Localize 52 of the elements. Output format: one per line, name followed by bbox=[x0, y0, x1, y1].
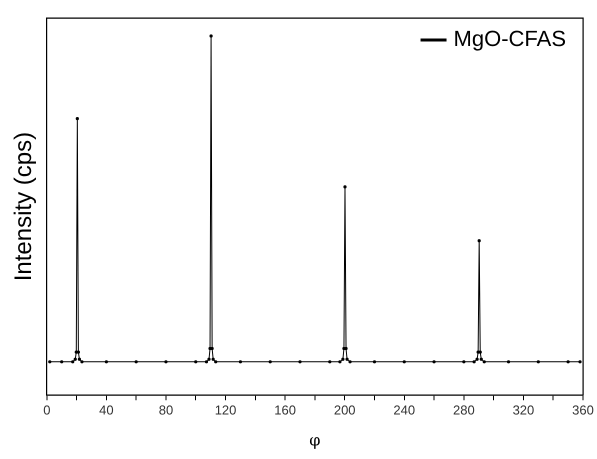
point bbox=[566, 360, 570, 364]
point bbox=[210, 346, 214, 350]
point bbox=[60, 360, 64, 364]
y-axis-title: Intensity (cps) bbox=[10, 132, 38, 282]
x-axis-title: φ bbox=[309, 430, 320, 450]
point bbox=[48, 360, 52, 364]
point bbox=[536, 360, 540, 364]
point bbox=[298, 360, 302, 364]
point bbox=[472, 360, 476, 364]
point bbox=[104, 360, 108, 364]
point bbox=[402, 360, 406, 364]
point bbox=[482, 360, 486, 364]
point bbox=[238, 360, 242, 364]
x-tick-label: 0 bbox=[43, 402, 50, 418]
point bbox=[71, 360, 74, 364]
x-tick-label: 40 bbox=[99, 402, 114, 418]
point bbox=[341, 358, 344, 361]
point bbox=[506, 360, 510, 364]
legend-label: MgO-CFAS bbox=[454, 26, 566, 52]
x-tick-label: 240 bbox=[393, 402, 416, 418]
point bbox=[338, 360, 342, 364]
x-tick-label: 200 bbox=[334, 402, 356, 418]
point bbox=[214, 360, 218, 364]
x-tick-label: 360 bbox=[572, 402, 594, 418]
point bbox=[76, 116, 79, 120]
point bbox=[164, 360, 168, 364]
point bbox=[194, 360, 198, 364]
point bbox=[207, 358, 211, 361]
point bbox=[204, 360, 208, 364]
point bbox=[345, 358, 349, 361]
point bbox=[462, 360, 466, 364]
point bbox=[432, 360, 436, 364]
point bbox=[328, 360, 332, 364]
point bbox=[209, 34, 213, 38]
point bbox=[134, 360, 138, 364]
x-tick-label: 160 bbox=[274, 402, 296, 418]
x-tick-label: 320 bbox=[512, 402, 534, 418]
point bbox=[343, 185, 347, 188]
point bbox=[74, 358, 77, 361]
x-tick-label: 80 bbox=[158, 402, 174, 418]
x-tick-label: 120 bbox=[214, 402, 236, 418]
point bbox=[478, 239, 481, 242]
point bbox=[268, 360, 272, 364]
point bbox=[578, 360, 582, 364]
point bbox=[348, 360, 352, 364]
point bbox=[212, 358, 215, 361]
point bbox=[372, 360, 376, 364]
point bbox=[476, 358, 479, 361]
x-tick-label: 280 bbox=[452, 402, 475, 418]
point bbox=[80, 360, 84, 364]
point bbox=[480, 358, 483, 361]
point bbox=[78, 358, 82, 361]
